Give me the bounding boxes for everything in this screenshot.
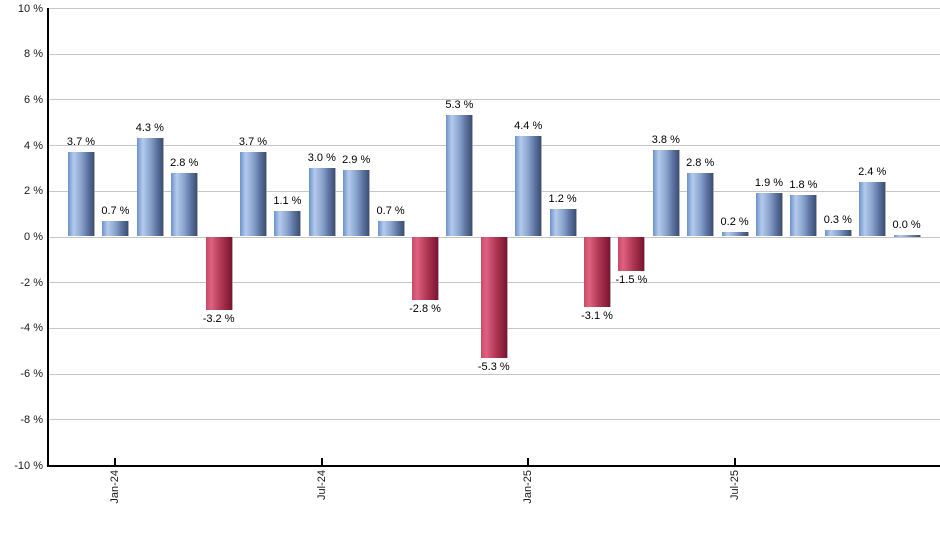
bar bbox=[308, 167, 335, 237]
bar-value-label: -1.5 % bbox=[615, 273, 648, 286]
bar bbox=[274, 211, 301, 237]
bar-value-label: 0.7 % bbox=[101, 204, 130, 217]
y-axis-tick-label: 2 % bbox=[24, 185, 43, 198]
bar bbox=[824, 229, 851, 237]
y-axis-tick-label: -8 % bbox=[20, 413, 43, 426]
bar bbox=[446, 115, 473, 237]
y-axis-tick-label: 6 % bbox=[24, 93, 43, 106]
bar-value-label: 0.3 % bbox=[823, 213, 852, 226]
x-axis-tick bbox=[527, 457, 530, 466]
y-axis-tick-label: -2 % bbox=[20, 276, 43, 289]
bar bbox=[240, 151, 266, 237]
bar-value-label: 0.7 % bbox=[376, 204, 405, 217]
x-axis-tick bbox=[733, 457, 736, 466]
bar bbox=[790, 195, 817, 237]
bar-value-label: -3.2 % bbox=[202, 312, 235, 325]
bar-value-label: 5.3 % bbox=[445, 99, 474, 112]
x-axis-line bbox=[47, 464, 940, 467]
bar bbox=[480, 236, 507, 358]
bar-value-label: 1.9 % bbox=[754, 177, 784, 190]
bar-value-label: 1.2 % bbox=[548, 193, 577, 206]
y-axis-tick-label: 10 % bbox=[17, 2, 43, 15]
x-axis-tick-label: Jul-25 bbox=[728, 469, 741, 500]
bar bbox=[343, 170, 370, 237]
bar bbox=[515, 135, 542, 237]
bar bbox=[721, 231, 748, 237]
bar bbox=[102, 220, 129, 237]
bar bbox=[859, 181, 886, 237]
bar bbox=[687, 172, 714, 237]
y-axis-tick-label: 0 % bbox=[24, 231, 43, 243]
y-axis-tick-label: -4 % bbox=[20, 322, 43, 335]
bar-value-label: 2.8 % bbox=[170, 156, 199, 169]
bar bbox=[549, 209, 576, 237]
bar-value-label: 2.8 % bbox=[686, 156, 715, 169]
bar-value-label: 0.0 % bbox=[892, 218, 921, 231]
bar-value-label: 3.7 % bbox=[66, 135, 96, 148]
gridline bbox=[49, 8, 940, 9]
bar bbox=[136, 138, 163, 237]
bar bbox=[652, 149, 679, 237]
bar-value-label: 0.2 % bbox=[720, 215, 749, 228]
bar bbox=[618, 236, 645, 271]
x-axis-tick bbox=[320, 457, 323, 466]
bar bbox=[412, 236, 438, 301]
bar-value-label: 3.0 % bbox=[307, 151, 336, 164]
y-axis-tick-label: -10 % bbox=[14, 459, 43, 472]
bar bbox=[756, 193, 782, 237]
bar-value-label: 2.4 % bbox=[858, 165, 887, 178]
bar-value-label: 2.9 % bbox=[342, 154, 371, 167]
bar-value-label: 3.8 % bbox=[651, 133, 680, 146]
bar-value-label: 4.3 % bbox=[135, 122, 164, 135]
gridline bbox=[49, 190, 940, 192]
y-axis-tick-label: 4 % bbox=[24, 139, 43, 152]
bar-value-label: 4.4 % bbox=[514, 119, 543, 132]
bar bbox=[377, 220, 404, 237]
bar bbox=[68, 151, 94, 237]
bar-value-label: 1.1 % bbox=[273, 195, 302, 208]
y-axis-tick-label: 8 % bbox=[24, 48, 43, 61]
x-axis-tick bbox=[114, 457, 117, 466]
x-axis-tick-label: Jan-24 bbox=[109, 469, 122, 504]
bar bbox=[171, 172, 198, 237]
bar-value-label: 1.8 % bbox=[789, 179, 818, 192]
y-axis-tick-label: -6 % bbox=[20, 368, 43, 381]
bar bbox=[205, 236, 232, 310]
bar-value-label: -3.1 % bbox=[581, 310, 613, 323]
bar bbox=[584, 236, 610, 308]
gridline bbox=[49, 373, 940, 375]
gridline bbox=[49, 419, 940, 421]
gridline bbox=[49, 99, 940, 101]
bar-value-label: 3.7 % bbox=[238, 135, 268, 148]
bar-value-label: -5.3 % bbox=[477, 360, 510, 373]
gridline bbox=[49, 145, 940, 147]
x-axis-tick-label: Jul-24 bbox=[315, 469, 328, 500]
gridline bbox=[49, 53, 940, 55]
bar bbox=[893, 234, 920, 237]
x-axis-tick-label: Jan-25 bbox=[522, 469, 535, 504]
y-axis-line bbox=[47, 8, 49, 467]
bar-value-label: -2.8 % bbox=[409, 303, 441, 316]
